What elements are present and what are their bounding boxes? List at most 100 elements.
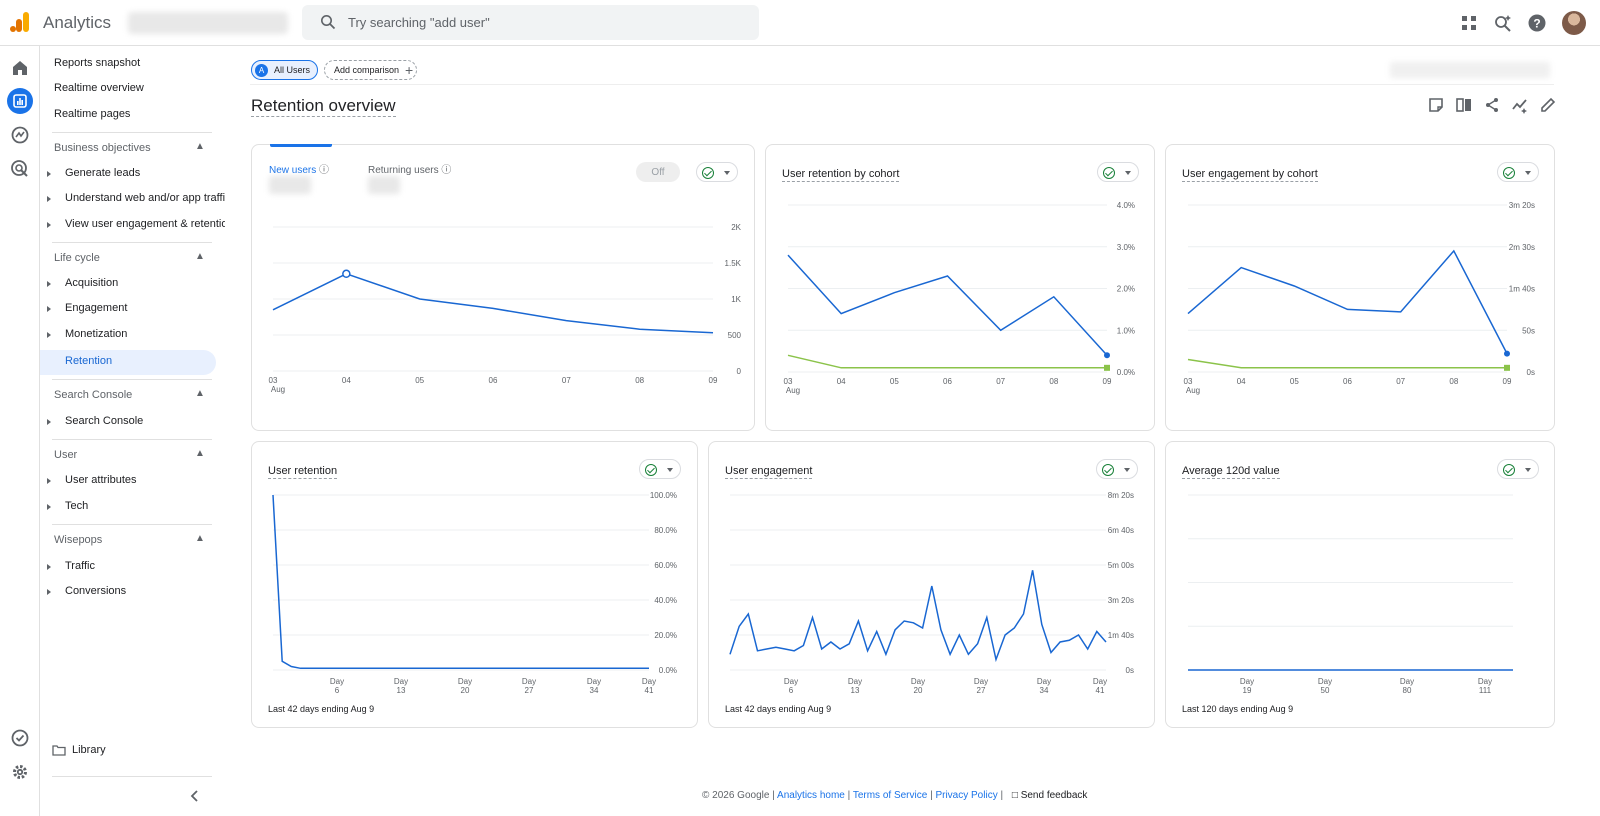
nav-realtime-pages[interactable]: Realtime pages — [54, 108, 131, 120]
card-title[interactable]: Average 120d value — [1182, 465, 1280, 479]
edit-pencil-icon[interactable] — [1539, 96, 1557, 114]
card-check-dropdown[interactable] — [639, 459, 681, 479]
card-title[interactable]: User engagement by cohort — [1182, 168, 1318, 182]
note-icon[interactable] — [1427, 96, 1445, 114]
advertising-icon[interactable] — [10, 159, 30, 179]
x-tick-label: 07 — [996, 377, 1005, 386]
home-icon[interactable] — [10, 58, 30, 78]
account-selector[interactable] — [128, 12, 288, 34]
engagement-cohort-chart: 3m 20s 2m 30s 1m 40s 50s 0s 03 04 05 06 07 08 09 Aug — [1184, 201, 1535, 395]
analytics-home-link[interactable]: Analytics home — [777, 790, 845, 801]
nav-engagement[interactable]: Engagement — [65, 302, 128, 314]
y-tick-label: 2K — [731, 223, 741, 232]
avatar[interactable] — [1562, 11, 1586, 35]
tab-new-users[interactable]: New users ⓘ — [269, 165, 330, 176]
x-tick-label: 08 — [635, 376, 644, 385]
card-check-dropdown[interactable] — [1097, 162, 1139, 182]
date-range-selector[interactable] — [1390, 62, 1550, 78]
y-tick-label: 3m 20s — [1509, 201, 1535, 210]
nav-user-attributes[interactable]: User attributes — [65, 474, 137, 486]
search-input[interactable]: Try searching "add user" — [302, 5, 759, 40]
x-tick-label: Day — [784, 677, 798, 686]
nav-realtime-overview[interactable]: Realtime overview — [54, 82, 144, 94]
y-tick-label: 80.0% — [654, 526, 677, 535]
nav-traffic[interactable]: Traffic — [65, 560, 95, 572]
x-tick-label: Day — [1037, 677, 1051, 686]
x-tick-label: Day — [642, 677, 656, 686]
users-line-chart: 2K 1.5K 1K 500 0 03 04 05 06 07 08 09 Aug — [269, 223, 742, 394]
analytics-logo-icon[interactable] — [10, 12, 30, 32]
x-tick-label: 13 — [397, 686, 406, 695]
explore-icon[interactable] — [10, 125, 30, 145]
card-title[interactable]: User engagement — [725, 465, 813, 479]
card-check-dropdown[interactable] — [1096, 459, 1138, 479]
collapse-chevron-icon[interactable] — [190, 790, 200, 802]
series-line — [729, 570, 1107, 663]
x-tick-label: Day — [974, 677, 988, 686]
svg-text:?: ? — [1533, 17, 1540, 31]
help-icon[interactable]: ? — [1527, 13, 1547, 33]
caret-right-icon — [47, 478, 51, 484]
y-tick-label: 40.0% — [654, 596, 677, 605]
x-tick-label: 41 — [645, 686, 654, 695]
nav-divider — [52, 242, 212, 243]
card-check-dropdown[interactable] — [1497, 162, 1539, 182]
nav-reports-snapshot[interactable]: Reports snapshot — [54, 57, 141, 69]
apps-grid-icon[interactable] — [1459, 13, 1479, 33]
insights-icon[interactable] — [1511, 96, 1529, 114]
nav-monetization[interactable]: Monetization — [65, 328, 128, 340]
nav-section-user[interactable]: User ▲ — [54, 448, 205, 461]
info-icon: ⓘ — [319, 165, 330, 176]
x-tick-label: 03 — [269, 376, 278, 385]
nav-divider — [52, 132, 212, 133]
x-tick-label: 06 — [489, 376, 498, 385]
reports-icon[interactable] — [7, 88, 33, 114]
x-tick-label: 09 — [1103, 377, 1112, 386]
nav-section-life-cycle[interactable]: Life cycle ▲ — [54, 251, 205, 264]
all-users-chip[interactable]: A All Users — [251, 60, 318, 80]
nav-retention[interactable]: Retention — [65, 355, 113, 367]
user-engagement-card: User engagement 8m 20s 6m 40s 5m 00s 3m 20s… — [708, 441, 1155, 728]
nav-tech[interactable]: Tech — [65, 500, 89, 512]
nav-section-wisepops[interactable]: Wisepops ▲ — [54, 533, 205, 546]
card-title[interactable]: User retention — [268, 465, 338, 479]
y-tick-label: 3m 20s — [1108, 596, 1134, 605]
y-tick-label: 1.0% — [1117, 326, 1135, 335]
settings-gear-icon[interactable] — [10, 762, 30, 782]
card-check-dropdown[interactable] — [1497, 459, 1539, 479]
dropdown-arrow-icon — [1525, 468, 1531, 472]
toggle-off-button[interactable]: Off — [636, 162, 680, 182]
nav-selected-highlight — [40, 350, 216, 375]
user-retention-card: User retention 100.0% 80.0% 60.0% 40.0% 20.0… — [251, 441, 698, 728]
card-title[interactable]: User retention by cohort — [782, 168, 900, 182]
share-icon[interactable] — [1483, 96, 1501, 114]
check-circle-icon — [702, 167, 714, 179]
nav-section-business-objectives[interactable]: Business objectives ▲ — [54, 141, 205, 154]
send-feedback-button[interactable]: □ Send feedback — [1011, 790, 1088, 801]
y-tick-label: 100.0% — [650, 491, 677, 500]
nav-understand-traffic[interactable]: Understand web and/or app traffic — [65, 192, 225, 204]
nav-generate-leads[interactable]: Generate leads — [65, 167, 141, 179]
y-tick-label: 20.0% — [654, 631, 677, 640]
x-tick-label: Day — [1318, 677, 1332, 686]
nav-search-console[interactable]: Search Console — [65, 415, 144, 427]
nav-conversions[interactable]: Conversions — [65, 585, 127, 597]
admin-check-icon[interactable] — [10, 728, 30, 748]
nav-library[interactable]: Library — [72, 744, 106, 756]
nav-user-engagement-retention[interactable]: View user engagement & retention — [65, 218, 225, 230]
compare-icon[interactable] — [1455, 96, 1473, 114]
check-circle-icon — [1503, 464, 1515, 476]
avg-value-card: Average 120d value Day 19 Day 50 Day 80 Day 111… — [1165, 441, 1555, 728]
tab-returning-users[interactable]: Returning users ⓘ — [368, 165, 452, 176]
y-tick-label: 0s — [1527, 368, 1535, 377]
y-tick-label: 4.0% — [1117, 201, 1135, 210]
add-comparison-button[interactable]: Add comparison + — [324, 60, 417, 80]
nav-acquisition[interactable]: Acquisition — [65, 277, 119, 289]
dropdown-arrow-icon — [724, 171, 730, 175]
search-insights-icon[interactable] — [1493, 13, 1513, 33]
card-check-dropdown[interactable] — [696, 162, 738, 182]
privacy-link[interactable]: Privacy Policy — [935, 790, 998, 801]
terms-link[interactable]: Terms of Service — [852, 790, 928, 801]
nav-section-search-console[interactable]: Search Console ▲ — [54, 388, 205, 401]
